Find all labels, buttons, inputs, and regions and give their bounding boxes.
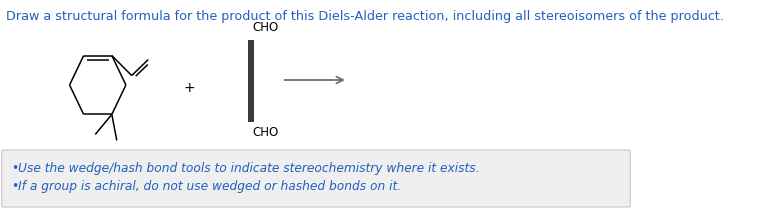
Text: CHO: CHO — [253, 126, 279, 139]
Text: +: + — [183, 81, 195, 95]
FancyBboxPatch shape — [2, 150, 630, 207]
Text: Draw a structural formula for the product of this Diels-Alder reaction, includin: Draw a structural formula for the produc… — [6, 10, 724, 23]
Text: •: • — [11, 162, 19, 175]
Text: •: • — [11, 180, 19, 193]
Text: If a group is achiral, do not use wedged or hashed bonds on it.: If a group is achiral, do not use wedged… — [18, 180, 401, 193]
Text: CHO: CHO — [253, 21, 279, 34]
Text: Use the wedge/hash bond tools to indicate stereochemistry where it exists.: Use the wedge/hash bond tools to indicat… — [18, 162, 480, 175]
